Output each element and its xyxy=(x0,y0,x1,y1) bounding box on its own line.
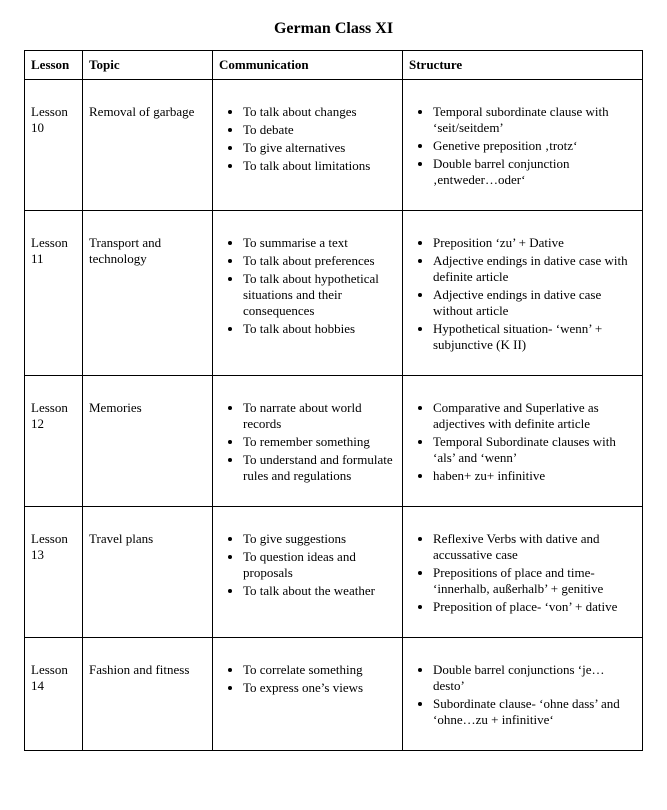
communication-list: To talk about changes To debate To give al… xyxy=(219,104,396,174)
lesson-cell: Lesson 14 xyxy=(25,638,83,751)
col-structure: Structure xyxy=(403,51,643,80)
list-item: haben+ zu+ infinitive xyxy=(433,468,636,484)
list-item: Prepositions of place and time- ‘innerha… xyxy=(433,565,636,597)
list-item: To question ideas and proposals xyxy=(243,549,396,581)
table-row: Lesson 11Transport and technologyTo summ… xyxy=(25,211,643,376)
col-topic: Topic xyxy=(83,51,213,80)
syllabus-table: Lesson Topic Communication Structure Les… xyxy=(24,50,643,751)
structure-list: Reflexive Verbs with dative and accussat… xyxy=(409,531,636,615)
list-item: Preposition of place- ‘von’ + dative xyxy=(433,599,636,615)
table-row: Lesson 10Removal of garbageTo talk about… xyxy=(25,80,643,211)
list-item: To understand and formulate rules and re… xyxy=(243,452,396,484)
table-row: Lesson 12MemoriesTo narrate about world … xyxy=(25,376,643,507)
list-item: To express one’s views xyxy=(243,680,396,696)
communication-cell: To summarise a text To talk about prefere… xyxy=(213,211,403,376)
list-item: To talk about hypothetical situations an… xyxy=(243,271,396,319)
list-item: Reflexive Verbs with dative and accussat… xyxy=(433,531,636,563)
list-item: Hypothetical situation- ‘wenn’ + subjunc… xyxy=(433,321,636,353)
list-item: To remember something xyxy=(243,434,396,450)
lesson-cell: Lesson 13 xyxy=(25,507,83,638)
table-row: Lesson 14Fashion and fitnessTo correlate… xyxy=(25,638,643,751)
list-item: To narrate about world records xyxy=(243,400,396,432)
page-title: German Class XI xyxy=(24,20,643,38)
structure-cell: Preposition ‘zu’ + Dative Adjective endin… xyxy=(403,211,643,376)
list-item: Genetive preposition ‚trotz‘ xyxy=(433,138,636,154)
structure-cell: Comparative and Superlative as adjective… xyxy=(403,376,643,507)
list-item: Comparative and Superlative as adjective… xyxy=(433,400,636,432)
communication-cell: To give suggestions To question ideas and… xyxy=(213,507,403,638)
communication-list: To correlate something To express one’s v… xyxy=(219,662,396,696)
topic-cell: Transport and technology xyxy=(83,211,213,376)
lesson-cell: Lesson 11 xyxy=(25,211,83,376)
lesson-cell: Lesson 10 xyxy=(25,80,83,211)
communication-cell: To narrate about world records To remembe… xyxy=(213,376,403,507)
list-item: To summarise a text xyxy=(243,235,396,251)
structure-cell: Temporal subordinate clause with ‘seit/s… xyxy=(403,80,643,211)
list-item: Temporal subordinate clause with ‘seit/s… xyxy=(433,104,636,136)
list-item: To talk about the weather xyxy=(243,583,396,599)
topic-cell: Removal of garbage xyxy=(83,80,213,211)
list-item: To talk about changes xyxy=(243,104,396,120)
topic-cell: Travel plans xyxy=(83,507,213,638)
list-item: Preposition ‘zu’ + Dative xyxy=(433,235,636,251)
table-header-row: Lesson Topic Communication Structure xyxy=(25,51,643,80)
list-item: Adjective endings in dative case without… xyxy=(433,287,636,319)
structure-list: Comparative and Superlative as adjective… xyxy=(409,400,636,484)
list-item: To talk about limitations xyxy=(243,158,396,174)
list-item: To give suggestions xyxy=(243,531,396,547)
col-lesson: Lesson xyxy=(25,51,83,80)
topic-cell: Fashion and fitness xyxy=(83,638,213,751)
communication-list: To give suggestions To question ideas and… xyxy=(219,531,396,599)
col-communication: Communication xyxy=(213,51,403,80)
communication-list: To narrate about world records To remembe… xyxy=(219,400,396,484)
table-row: Lesson 13Travel plansTo give suggestions… xyxy=(25,507,643,638)
list-item: Double barrel conjunction ‚entweder…oder… xyxy=(433,156,636,188)
list-item: To talk about preferences xyxy=(243,253,396,269)
structure-cell: Double barrel conjunctions ‘je…desto’Sub… xyxy=(403,638,643,751)
list-item: Double barrel conjunctions ‘je…desto’ xyxy=(433,662,636,694)
structure-list: Double barrel conjunctions ‘je…desto’Sub… xyxy=(409,662,636,728)
list-item: To talk about hobbies xyxy=(243,321,396,337)
list-item: Adjective endings in dative case with de… xyxy=(433,253,636,285)
communication-list: To summarise a text To talk about prefere… xyxy=(219,235,396,337)
list-item: Temporal Subordinate clauses with ‘als’ … xyxy=(433,434,636,466)
table-body: Lesson 10Removal of garbageTo talk about… xyxy=(25,80,643,751)
list-item: To give alternatives xyxy=(243,140,396,156)
list-item: To debate xyxy=(243,122,396,138)
list-item: Subordinate clause- ‘ohne dass’ and ‘ohn… xyxy=(433,696,636,728)
lesson-cell: Lesson 12 xyxy=(25,376,83,507)
topic-cell: Memories xyxy=(83,376,213,507)
communication-cell: To correlate something To express one’s v… xyxy=(213,638,403,751)
structure-cell: Reflexive Verbs with dative and accussat… xyxy=(403,507,643,638)
communication-cell: To talk about changes To debate To give al… xyxy=(213,80,403,211)
structure-list: Preposition ‘zu’ + Dative Adjective endin… xyxy=(409,235,636,353)
list-item: To correlate something xyxy=(243,662,396,678)
structure-list: Temporal subordinate clause with ‘seit/s… xyxy=(409,104,636,188)
